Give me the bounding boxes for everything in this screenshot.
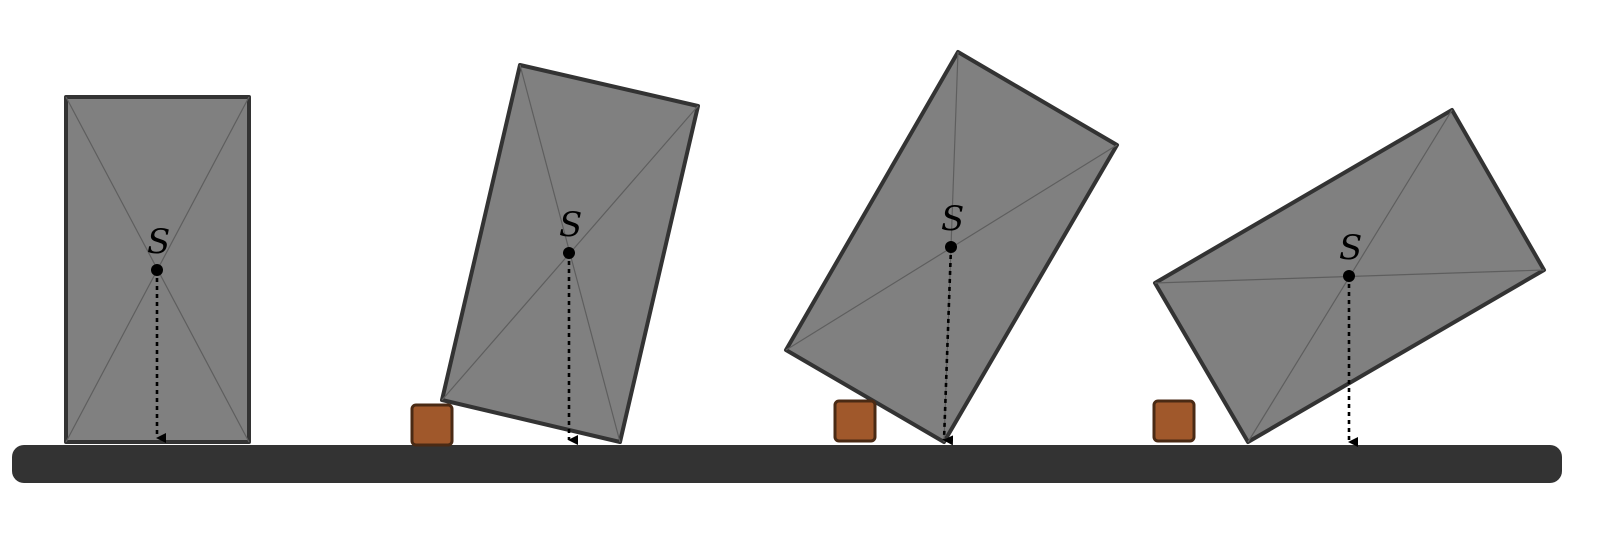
block-stage-2: S: [440, 63, 700, 445]
ground-platform: [12, 445, 1562, 483]
center-of-gravity-label: S: [559, 205, 582, 245]
center-of-gravity-point: [151, 264, 163, 276]
block-stage-3: S: [784, 50, 1119, 446]
center-of-gravity-point: [563, 247, 575, 259]
block-stage-4: S: [1153, 108, 1546, 447]
center-of-gravity-point: [1343, 270, 1355, 282]
center-of-gravity-label: S: [941, 199, 964, 239]
block-stage-1: S: [64, 95, 251, 444]
obstacle-cube: [410, 403, 454, 447]
gravity-arrow: [942, 246, 954, 446]
center-of-gravity-label: S: [147, 222, 170, 262]
obstacle-cube: [1152, 399, 1196, 443]
center-of-gravity-point: [945, 241, 957, 253]
center-of-gravity-label: S: [1339, 228, 1362, 268]
obstacle-cube: [833, 399, 877, 443]
